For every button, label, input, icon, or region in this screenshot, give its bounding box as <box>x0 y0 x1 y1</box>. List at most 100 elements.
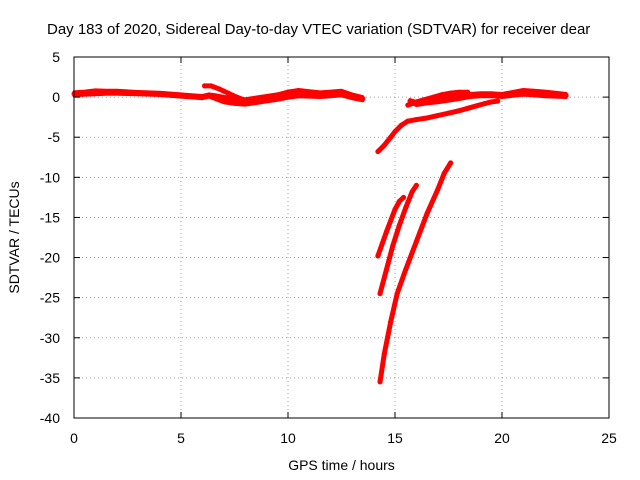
data-point <box>264 96 270 102</box>
data-point <box>482 101 488 107</box>
data-point <box>446 96 451 102</box>
series-band-early <box>71 87 366 107</box>
data-point <box>435 186 441 192</box>
y-tick-label: -15 <box>40 209 60 225</box>
data-point <box>401 194 407 200</box>
data-point <box>424 115 430 121</box>
data-point <box>381 351 387 357</box>
data-point <box>394 291 400 297</box>
data-series <box>71 83 569 385</box>
data-point <box>409 101 415 107</box>
data-point <box>225 90 231 96</box>
y-tick-label: -25 <box>40 290 60 306</box>
data-point <box>424 210 430 216</box>
data-point <box>413 117 419 123</box>
grid <box>74 57 609 418</box>
data-point <box>456 108 462 114</box>
data-point <box>317 92 323 98</box>
data-point <box>178 93 184 99</box>
data-point <box>157 91 163 97</box>
series-line <box>377 160 454 385</box>
data-point <box>542 91 548 97</box>
data-point <box>221 97 227 103</box>
data-point <box>520 89 526 95</box>
data-point <box>274 94 280 100</box>
data-point <box>405 118 411 124</box>
data-point <box>296 90 302 96</box>
data-point <box>199 94 205 100</box>
data-point <box>202 83 208 89</box>
data-point <box>360 96 366 102</box>
data-point <box>435 113 441 119</box>
data-point <box>377 291 383 297</box>
data-point <box>398 122 404 128</box>
data-point <box>446 110 451 116</box>
y-axis-label: SDTVAR / TECUs <box>6 181 22 293</box>
x-tick-label: 10 <box>280 430 296 446</box>
data-point <box>388 319 394 325</box>
data-point <box>242 97 248 103</box>
data-point <box>103 89 109 95</box>
data-point <box>531 90 537 96</box>
y-tick-label: -35 <box>40 370 60 386</box>
data-point <box>456 94 462 100</box>
data-point <box>456 89 462 95</box>
y-tick-label: 0 <box>52 89 60 105</box>
tick-labels: 0 5 10 15 20 25 5 0 -5 -10 -15 -20 -25 -30 -35 -40 <box>40 49 617 446</box>
data-point <box>488 92 494 98</box>
series-track-1 <box>375 98 501 155</box>
data-point <box>383 267 389 273</box>
data-point <box>135 90 141 96</box>
data-point <box>413 239 419 245</box>
data-point <box>392 206 398 212</box>
data-point <box>439 92 445 98</box>
series-track-2 <box>375 194 407 259</box>
data-point <box>375 149 381 155</box>
data-point <box>441 170 447 176</box>
y-tick-label: -20 <box>40 250 60 266</box>
axis-ticks <box>73 56 610 419</box>
x-tick-label: 20 <box>494 430 510 446</box>
data-point <box>92 89 98 95</box>
data-point <box>435 97 441 103</box>
plot-frame <box>73 56 610 419</box>
y-tick-label: -10 <box>40 169 60 185</box>
series-track-3 <box>377 182 419 297</box>
x-tick-label: 25 <box>601 430 617 446</box>
data-point <box>405 102 411 108</box>
data-point <box>375 253 381 259</box>
data-point <box>396 198 402 204</box>
data-point <box>499 93 505 99</box>
data-point <box>377 379 383 385</box>
data-point <box>396 222 402 228</box>
data-point <box>251 100 257 106</box>
data-point <box>409 189 415 195</box>
data-point <box>328 91 334 97</box>
data-point <box>306 91 312 97</box>
data-point <box>422 97 428 103</box>
data-point <box>563 93 569 99</box>
y-tick-label: -30 <box>40 330 60 346</box>
data-point <box>217 86 223 92</box>
data-point <box>349 93 355 99</box>
data-point <box>212 94 218 100</box>
data-point <box>388 218 394 224</box>
data-point <box>413 99 419 105</box>
data-point <box>388 134 394 140</box>
data-point <box>553 92 558 98</box>
data-point <box>448 90 454 96</box>
data-point <box>383 229 389 235</box>
data-point <box>488 99 494 105</box>
data-point <box>234 94 240 100</box>
y-tick-label: -40 <box>40 410 60 426</box>
series-line <box>375 98 501 155</box>
data-point <box>495 98 501 104</box>
x-tick-label: 5 <box>177 430 185 446</box>
data-point <box>465 89 471 95</box>
data-point <box>403 267 409 273</box>
series-track-4 <box>377 160 454 385</box>
data-point <box>465 105 471 111</box>
data-point <box>339 90 344 96</box>
y-tick-label: -5 <box>48 129 61 145</box>
